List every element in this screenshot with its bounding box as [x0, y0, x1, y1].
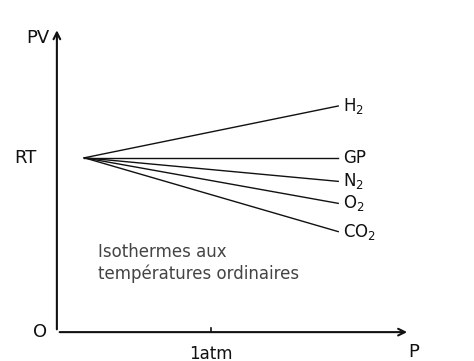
- Text: H$_2$: H$_2$: [343, 96, 365, 116]
- Text: PV: PV: [27, 29, 50, 47]
- Text: N$_2$: N$_2$: [343, 171, 364, 191]
- Text: CO$_2$: CO$_2$: [343, 222, 376, 242]
- Text: O$_2$: O$_2$: [343, 193, 365, 213]
- Text: RT: RT: [14, 149, 36, 167]
- Text: GP: GP: [343, 149, 366, 167]
- Text: Isothermes aux
températures ordinaires: Isothermes aux températures ordinaires: [98, 243, 299, 283]
- Text: O: O: [33, 323, 47, 341]
- Text: P: P: [408, 343, 419, 361]
- Text: 1atm: 1atm: [190, 345, 233, 361]
